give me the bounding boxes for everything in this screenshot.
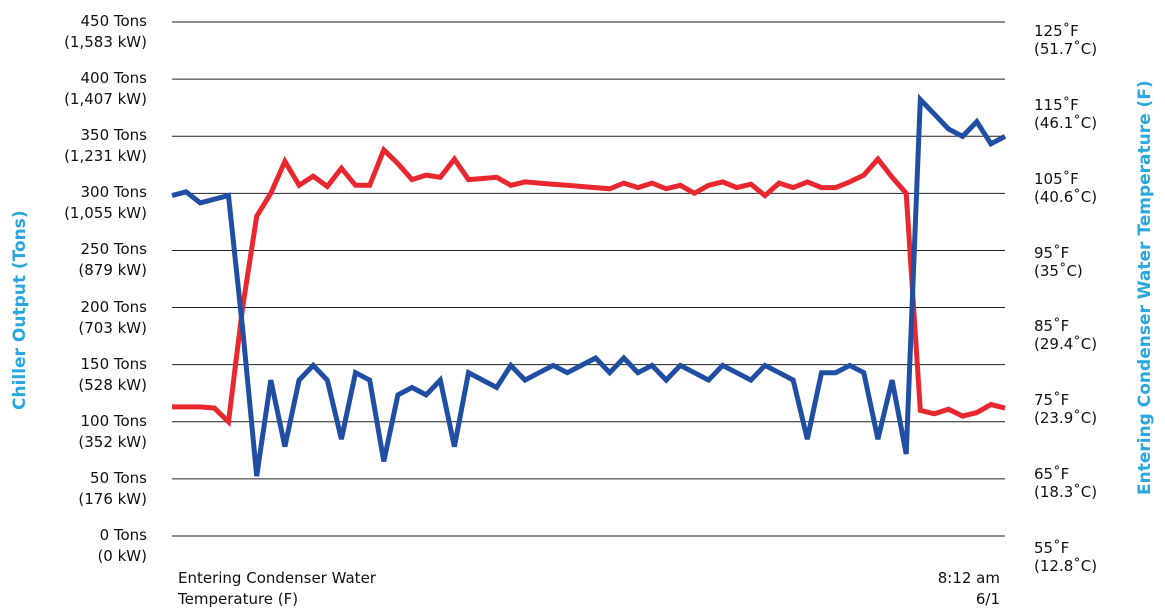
y-tick-label: 300 Tons (1,055 kW) bbox=[64, 183, 147, 223]
y2-tick-label: 125˚F (51.7˚C) bbox=[1034, 22, 1098, 58]
y-tick-label: 350 Tons (1,231 kW) bbox=[64, 126, 147, 166]
y2-tick-label: 55˚F (12.8˚C) bbox=[1034, 539, 1098, 575]
y-tick-label: 100 Tons (352 kW) bbox=[78, 411, 147, 451]
y-tick-label: 400 Tons (1,407 kW) bbox=[64, 69, 147, 109]
y-tick-label: 0 Tons (0 kW) bbox=[97, 526, 147, 565]
y-tick-label: 250 Tons (879 kW) bbox=[78, 240, 147, 280]
y2-tick-label: 85˚F (29.4˚C) bbox=[1034, 317, 1098, 354]
y-tick-label: 150 Tons (528 kW) bbox=[78, 354, 147, 394]
y-axis-title: Chiller Output (Tons) bbox=[10, 210, 30, 410]
y2-tick-label: 115˚F (46.1˚C) bbox=[1034, 95, 1098, 132]
y-tick-label: 200 Tons (703 kW) bbox=[78, 297, 147, 337]
y2-tick-label: 65˚F (18.3˚C) bbox=[1034, 465, 1098, 502]
y-tick-label: 450 Tons (1,583 kW) bbox=[64, 12, 147, 51]
series-line bbox=[171, 93, 1007, 477]
y2-axis-title: Entering Condenser Water Temperature (F) bbox=[1135, 80, 1155, 495]
y2-tick-label: 105˚F (40.6˚C) bbox=[1034, 169, 1098, 206]
y2-tick-label: 95˚F (35˚C) bbox=[1034, 243, 1083, 280]
series-line bbox=[172, 145, 1006, 428]
y-tick-label: 50 Tons (176 kW) bbox=[78, 468, 147, 508]
y2-tick-label: 75˚F (23.9˚C) bbox=[1034, 391, 1098, 428]
annotation: 8:12 am 6/1 bbox=[937, 569, 1000, 608]
annotation: Entering Condenser Water Temperature (F) bbox=[178, 569, 376, 608]
